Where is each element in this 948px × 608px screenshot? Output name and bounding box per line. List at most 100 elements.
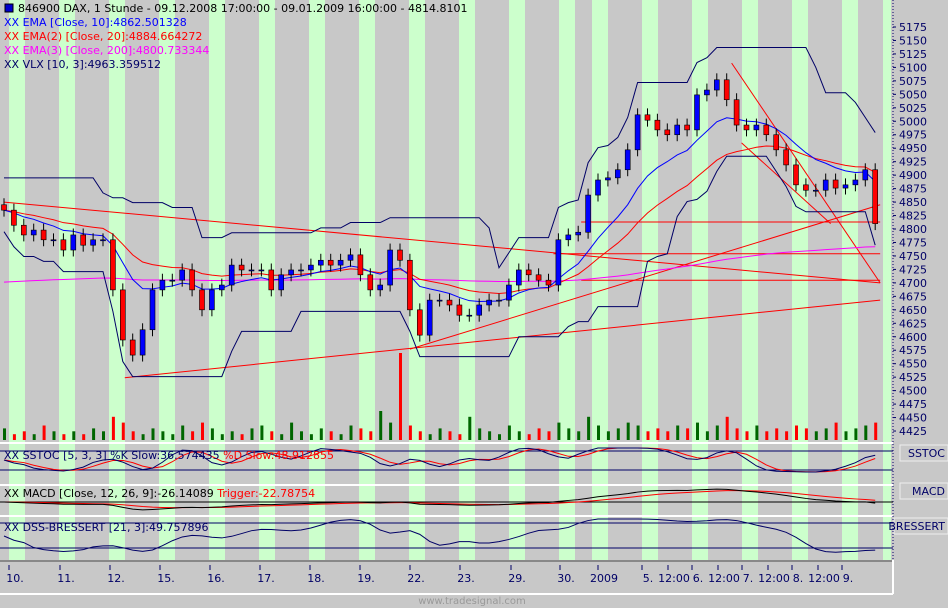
candle-body (694, 94, 700, 131)
candle-body (852, 179, 859, 186)
x-tick-label: 17. (257, 572, 275, 585)
volume-bar (131, 431, 135, 440)
y-tick-label: 4650 (899, 304, 927, 317)
volume-bar (755, 425, 759, 440)
candle-body (11, 209, 17, 226)
session-stripe (409, 0, 425, 560)
candle-body (545, 279, 552, 286)
y-tick-label: 4725 (899, 263, 927, 276)
x-tick-label: 10. (6, 572, 24, 585)
volume-bar (438, 428, 442, 440)
trendline (409, 204, 881, 350)
y-tick-label: 5175 (899, 21, 927, 34)
candle-body (872, 169, 879, 224)
sstoc-panel-name: SSTOC (908, 447, 945, 460)
candle-body (753, 124, 760, 131)
ema20-line (3, 145, 876, 294)
candle-body (397, 249, 403, 261)
candle-body (535, 274, 542, 281)
volume-bar (725, 416, 729, 440)
volume-bar (151, 428, 155, 440)
candle-body (416, 309, 423, 336)
candle-body (704, 89, 710, 96)
candle-body (763, 124, 770, 136)
candle-body (149, 289, 156, 331)
x-tick-label: 5. (643, 572, 654, 585)
volume-bar (517, 431, 521, 440)
candle-body (337, 259, 344, 266)
volume-bar (507, 425, 511, 440)
macd-panel-tab[interactable] (899, 482, 948, 500)
volume-bar (290, 422, 294, 440)
price-axis[interactable]: 5175515051255100507550505025500049754950… (893, 21, 927, 438)
candle-body (70, 234, 77, 251)
volume-bar (795, 425, 798, 440)
volume-bar (171, 434, 175, 440)
volume-bar (636, 425, 640, 440)
ema200-line (3, 246, 876, 283)
volume-bar (389, 422, 393, 440)
volume-bar (319, 428, 323, 440)
volume-bar (220, 434, 224, 440)
volume-bar (161, 431, 165, 440)
x-tick-label: 12:00 (708, 572, 740, 585)
candle-body (506, 284, 512, 301)
volume-bar (240, 434, 244, 440)
volume-bar (309, 434, 313, 440)
volume-bar (567, 428, 571, 440)
candle-body (367, 274, 374, 291)
volume-bar (666, 431, 670, 440)
volume-bar (191, 431, 195, 440)
candle-body (100, 239, 106, 242)
dss-panel-tab[interactable] (893, 517, 948, 535)
x-tick-label: 18. (307, 572, 325, 585)
trendlines[interactable] (3, 62, 881, 379)
volume-bar (448, 431, 452, 440)
x-tick-label: 15. (157, 572, 175, 585)
volume-bar (468, 416, 472, 440)
candle-body (822, 179, 829, 191)
candle-body (783, 149, 789, 166)
volume-bar (399, 353, 402, 440)
sstoc-panel-tab[interactable] (899, 444, 948, 462)
candle-body (525, 269, 532, 276)
sstoc-label: XX SSTOC [5, 3, 3] %K Slow:36.574435 %D … (4, 449, 334, 462)
candle-body (565, 234, 572, 241)
volume-bar (854, 428, 858, 440)
candle-body (159, 279, 166, 291)
y-tick-label: 4500 (899, 385, 927, 398)
x-tick-label: 22. (407, 572, 425, 585)
y-tick-label: 4825 (899, 210, 927, 223)
sstoc-d-line (3, 447, 876, 473)
candle-body (258, 269, 265, 272)
volume-bar (349, 425, 353, 440)
candle-body (575, 231, 582, 236)
volume-bar (498, 434, 501, 440)
y-tick-label: 5075 (899, 75, 927, 88)
legend-ema20: XX EMA(2) [Close, 20]:4884.664272 (4, 30, 202, 43)
candle-body (347, 254, 354, 261)
candle-body (773, 134, 780, 151)
candle-body (803, 184, 809, 191)
candle-body (496, 299, 502, 302)
y-tick-label: 4875 (899, 183, 927, 196)
candle-body (120, 289, 126, 341)
macd-label: XX MACD [Close, 12, 26, 9]:-26.14089 Tri… (4, 487, 315, 500)
x-tick-label: 29. (508, 572, 526, 585)
volume-bar (12, 434, 16, 440)
y-tick-label: 4675 (899, 290, 927, 303)
volume-bar (181, 425, 185, 440)
macd-panel-name: MACD (912, 485, 945, 498)
y-tick-label: 4850 (899, 196, 927, 209)
session-stripe (883, 0, 891, 560)
y-tick-label: 5050 (899, 88, 927, 101)
candle-body (664, 129, 671, 136)
x-tick-label: 16. (207, 572, 225, 585)
candle-body (30, 229, 37, 236)
candle-body (248, 269, 255, 272)
candle-body (90, 239, 96, 246)
y-tick-label: 4600 (899, 331, 927, 344)
volume-bar (646, 431, 650, 440)
time-axis[interactable]: 10. 11. 12. 15. 16. 17. 18. 19. 22. 23. 29. 30. 2009… (6, 565, 853, 585)
